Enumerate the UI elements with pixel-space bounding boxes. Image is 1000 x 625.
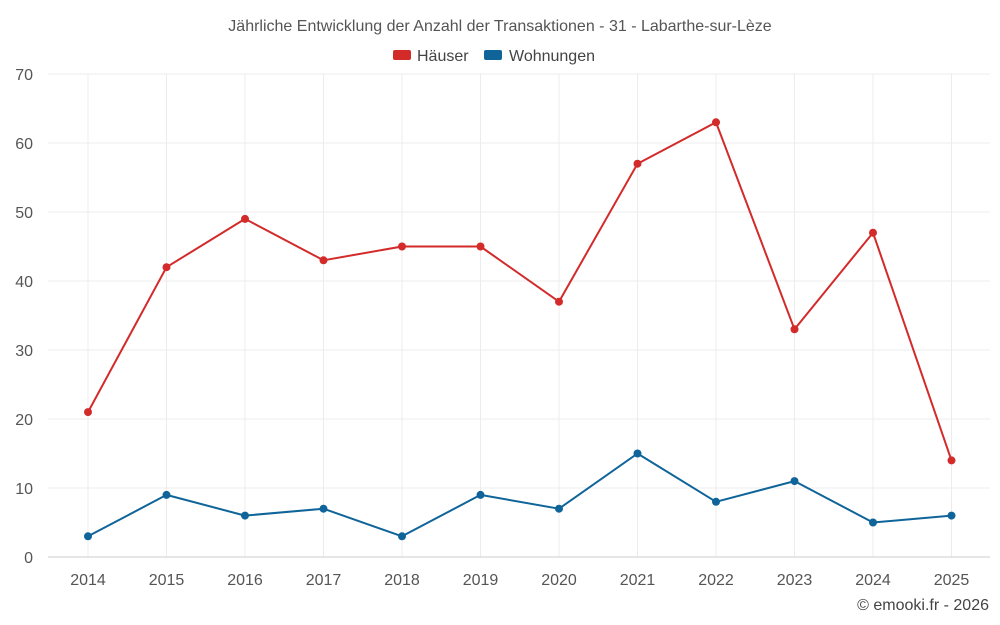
y-tick-label-40: 40: [15, 274, 33, 291]
data-point-haeuser-2018[interactable]: [398, 242, 406, 251]
data-point-haeuser-2020[interactable]: [555, 297, 563, 306]
credit-text: © emooki.fr - 2026: [857, 597, 989, 614]
legend-label-wohnungen: Wohnungen: [509, 48, 595, 65]
data-point-haeuser-2024[interactable]: [869, 228, 877, 237]
chart-title: Jährliche Entwicklung der Anzahl der Tra…: [228, 18, 772, 35]
legend-label-haeuser: Häuser: [417, 48, 469, 65]
x-tick-label-2020: 2020: [541, 572, 577, 589]
data-point-wohnungen-2025[interactable]: [947, 511, 956, 520]
x-tick-label-2021: 2021: [620, 572, 656, 589]
legend-item-wohnungen[interactable]: Wohnungen: [484, 48, 595, 65]
data-point-wohnungen-2018[interactable]: [398, 532, 406, 541]
legend-swatch-haeuser: [393, 50, 411, 60]
y-tick-label-0: 0: [24, 550, 33, 567]
data-point-haeuser-2016[interactable]: [241, 214, 249, 223]
y-axis-ticks: 0 10 20 30 40 50 60 70: [15, 67, 33, 567]
y-tick-label-30: 30: [15, 343, 33, 360]
data-point-wohnungen-2017[interactable]: [319, 504, 328, 513]
legend-item-haeuser[interactable]: Häuser: [393, 48, 469, 65]
data-point-haeuser-2023[interactable]: [790, 325, 799, 334]
data-point-haeuser-2015[interactable]: [162, 263, 171, 272]
data-point-wohnungen-2022[interactable]: [712, 497, 720, 506]
x-tick-label-2017: 2017: [306, 572, 342, 589]
x-tick-label-2014: 2014: [70, 572, 106, 589]
series-haeuser: [84, 118, 956, 465]
x-tick-label-2025: 2025: [934, 572, 970, 589]
data-point-wohnungen-2023[interactable]: [790, 477, 799, 486]
x-tick-label-2018: 2018: [384, 572, 420, 589]
data-point-wohnungen-2016[interactable]: [241, 511, 249, 520]
y-tick-label-20: 20: [15, 412, 33, 429]
data-point-haeuser-2017[interactable]: [319, 256, 328, 265]
y-tick-label-60: 60: [15, 136, 33, 153]
y-tick-label-50: 50: [15, 205, 33, 222]
data-point-wohnungen-2014[interactable]: [84, 532, 92, 541]
x-tick-label-2016: 2016: [227, 572, 263, 589]
x-axis-ticks: 2014 2015 2016 2017 2018 2019 2020 2021 2022 2023…: [70, 572, 969, 589]
y-tick-label-70: 70: [15, 67, 33, 84]
data-point-wohnungen-2021[interactable]: [633, 449, 642, 458]
data-point-wohnungen-2015[interactable]: [162, 490, 171, 499]
x-tick-label-2023: 2023: [777, 572, 813, 589]
data-point-wohnungen-2024[interactable]: [869, 518, 877, 527]
data-point-haeuser-2014[interactable]: [84, 408, 92, 417]
series-line-haeuser: [87, 121, 953, 461]
y-tick-label-10: 10: [15, 481, 33, 498]
data-point-wohnungen-2019[interactable]: [476, 490, 485, 499]
y-gridlines: [48, 73, 990, 489]
legend-swatch-wohnungen: [484, 50, 502, 60]
x-tick-label-2015: 2015: [149, 572, 185, 589]
x-tick-label-2019: 2019: [463, 572, 499, 589]
data-point-haeuser-2021[interactable]: [633, 159, 642, 168]
x-tick-label-2022: 2022: [698, 572, 734, 589]
x-gridlines: [87, 74, 952, 557]
data-point-haeuser-2022[interactable]: [712, 118, 720, 127]
x-tick-label-2024: 2024: [855, 572, 891, 589]
legend: Häuser Wohnungen: [393, 48, 595, 65]
series-layer: [84, 118, 956, 541]
data-point-haeuser-2019[interactable]: [476, 242, 485, 251]
series-line-wohnungen: [87, 452, 952, 538]
data-point-wohnungen-2020[interactable]: [555, 504, 563, 513]
series-wohnungen: [84, 449, 956, 541]
data-point-haeuser-2025[interactable]: [947, 456, 956, 465]
